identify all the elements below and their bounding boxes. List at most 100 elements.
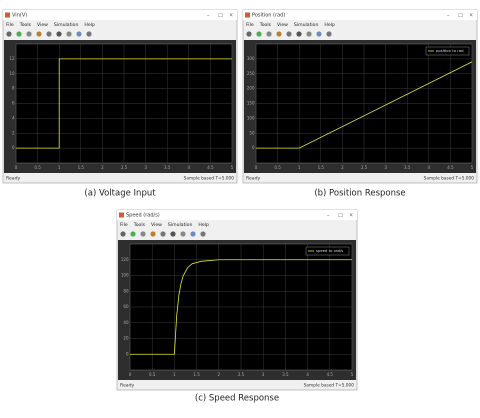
x-tick-label: 3.5 bbox=[164, 165, 171, 170]
x-tick-label: 2 bbox=[218, 372, 221, 377]
window-control[interactable]: × bbox=[469, 13, 473, 19]
menu-item[interactable]: View bbox=[37, 22, 48, 28]
toolbar-button[interactable] bbox=[306, 31, 312, 37]
toolbar-button[interactable] bbox=[266, 31, 272, 37]
window-control[interactable]: □ bbox=[458, 13, 463, 19]
menu-item[interactable]: Help bbox=[324, 22, 335, 28]
menu-item[interactable]: File bbox=[6, 22, 14, 28]
toolbar-button[interactable] bbox=[46, 31, 52, 37]
y-tick-label: 100 bbox=[121, 273, 129, 278]
app-icon bbox=[5, 12, 10, 18]
x-tick-label: 2.5 bbox=[361, 165, 368, 170]
y-tick-label: 0 bbox=[252, 145, 255, 150]
x-tick-label: 1 bbox=[58, 165, 61, 170]
y-tick-label: 80 bbox=[123, 288, 129, 293]
window-control[interactable]: × bbox=[229, 13, 233, 19]
window-control[interactable]: – bbox=[207, 13, 210, 19]
legend-label: speed to rad/s bbox=[316, 248, 343, 253]
toolbar-button[interactable] bbox=[16, 31, 22, 37]
menu-item[interactable]: Simulation bbox=[294, 22, 319, 28]
legend-box bbox=[425, 46, 470, 56]
menu-item[interactable]: Tools bbox=[259, 22, 272, 28]
y-tick-label: 100 bbox=[247, 115, 255, 120]
window-title: Speed (rad/s) bbox=[126, 213, 160, 219]
menu-item[interactable]: Help bbox=[84, 22, 95, 28]
window-control[interactable]: □ bbox=[338, 213, 343, 219]
x-tick-label: 1.5 bbox=[78, 165, 85, 170]
toolbar-button[interactable] bbox=[316, 31, 322, 37]
toolbar-button[interactable] bbox=[246, 31, 252, 37]
legend-label: position to rad bbox=[436, 48, 464, 53]
toolbar-button[interactable] bbox=[160, 231, 166, 237]
menu-item[interactable]: Help bbox=[198, 222, 209, 228]
y-tick-label: 200 bbox=[247, 86, 255, 91]
toolbar-button[interactable] bbox=[26, 31, 32, 37]
y-tick-label: 60 bbox=[123, 304, 129, 309]
toolbar-button[interactable] bbox=[76, 31, 82, 37]
scope-window: Speed (rad/s) – □ × File Tools View Simulation H… bbox=[116, 209, 358, 404]
x-tick-label: 5 bbox=[351, 372, 354, 377]
y-tick-label: 20 bbox=[123, 336, 129, 341]
y-tick-label: 120 bbox=[121, 257, 129, 262]
toolbar-button[interactable] bbox=[6, 31, 12, 37]
menu-item[interactable]: View bbox=[277, 22, 288, 28]
menu-item[interactable]: Tools bbox=[133, 222, 146, 228]
x-tick-label: 5 bbox=[471, 165, 474, 170]
x-tick-label: 4.5 bbox=[327, 372, 334, 377]
title-bar bbox=[243, 10, 477, 20]
toolbar-button[interactable] bbox=[296, 31, 302, 37]
y-tick-label: 50 bbox=[249, 130, 255, 135]
menu-item[interactable]: File bbox=[246, 22, 254, 28]
data-line bbox=[130, 259, 352, 355]
legend-box bbox=[305, 246, 350, 256]
x-tick-label: 1.5 bbox=[318, 165, 325, 170]
y-tick-label: 300 bbox=[247, 56, 255, 61]
window-title: Position (rad) bbox=[252, 13, 285, 19]
toolbar-button[interactable] bbox=[56, 31, 62, 37]
window-control[interactable]: □ bbox=[218, 13, 223, 19]
toolbar-button[interactable] bbox=[180, 231, 186, 237]
x-tick-label: 0 bbox=[15, 165, 18, 170]
x-tick-label: 2.5 bbox=[121, 165, 128, 170]
x-tick-label: 3 bbox=[384, 165, 387, 170]
x-tick-label: 1.5 bbox=[193, 372, 200, 377]
toolbar-button[interactable] bbox=[200, 231, 206, 237]
toolbar-button[interactable] bbox=[286, 31, 292, 37]
menu-item[interactable]: File bbox=[120, 222, 128, 228]
toolbar-button[interactable] bbox=[190, 231, 196, 237]
menu-item[interactable]: Simulation bbox=[168, 222, 193, 228]
toolbar-button[interactable] bbox=[66, 31, 72, 37]
toolbar-button[interactable] bbox=[256, 31, 262, 37]
window-control[interactable]: – bbox=[327, 213, 330, 219]
window-control[interactable]: – bbox=[447, 13, 450, 19]
y-tick-label: 10 bbox=[9, 71, 15, 76]
y-tick-label: 4 bbox=[12, 115, 15, 120]
x-tick-label: 1 bbox=[298, 165, 301, 170]
y-tick-label: 150 bbox=[247, 101, 255, 106]
window-control[interactable]: × bbox=[349, 213, 353, 219]
toolbar-button[interactable] bbox=[150, 231, 156, 237]
toolbar-button[interactable] bbox=[326, 31, 332, 37]
toolbar-button[interactable] bbox=[86, 31, 92, 37]
x-tick-label: 3.5 bbox=[282, 372, 289, 377]
toolbar-button[interactable] bbox=[36, 31, 42, 37]
x-tick-label: 1 bbox=[173, 372, 176, 377]
menu-item[interactable]: Simulation bbox=[54, 22, 79, 28]
menu-item[interactable]: Tools bbox=[19, 22, 32, 28]
data-line bbox=[256, 61, 473, 149]
x-tick-label: 3 bbox=[262, 372, 265, 377]
toolbar-button[interactable] bbox=[276, 31, 282, 37]
x-tick-label: 3 bbox=[144, 165, 147, 170]
toolbar-button[interactable] bbox=[130, 231, 136, 237]
data-line bbox=[16, 58, 232, 149]
x-tick-label: 4.5 bbox=[447, 165, 454, 170]
menu-item[interactable]: View bbox=[151, 222, 162, 228]
toolbar-button[interactable] bbox=[170, 231, 176, 237]
x-tick-label: 2.5 bbox=[238, 372, 245, 377]
y-tick-label: 12 bbox=[9, 56, 15, 61]
toolbar-button[interactable] bbox=[120, 231, 126, 237]
y-tick-label: 2 bbox=[12, 130, 15, 135]
toolbar-button[interactable] bbox=[140, 231, 146, 237]
x-tick-label: 5 bbox=[231, 165, 234, 170]
